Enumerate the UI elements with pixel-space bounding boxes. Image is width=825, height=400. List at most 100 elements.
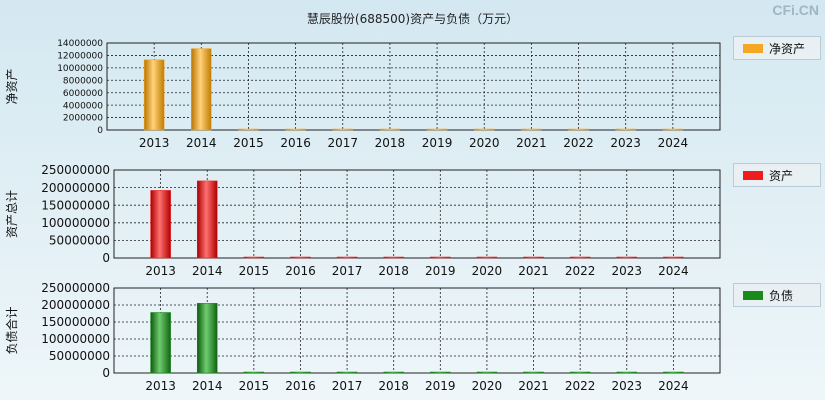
x-tick-label: 2017 — [332, 264, 363, 278]
x-tick-label: 2023 — [610, 136, 641, 150]
x-tick-label: 2014 — [192, 379, 223, 393]
y-tick-label: 50000000 — [49, 349, 110, 363]
y-tick-label: 14000000 — [57, 39, 103, 49]
x-tick-label: 2018 — [378, 264, 409, 278]
y-tick-label: 0 — [102, 251, 110, 265]
bar-2021 — [523, 256, 544, 259]
bar-2013 — [150, 190, 171, 259]
x-tick-label: 2018 — [375, 136, 406, 150]
bar-2016 — [290, 371, 311, 374]
x-tick-label: 2016 — [285, 379, 316, 393]
x-tick-label: 2021 — [516, 136, 547, 150]
y-tick-label: 6000000 — [63, 89, 103, 99]
x-tick-label: 2023 — [611, 264, 642, 278]
x-tick-label: 2022 — [565, 264, 596, 278]
bar-2015 — [243, 256, 265, 259]
y-tick-label: 100000000 — [41, 332, 110, 346]
y-tick-label: 10000000 — [57, 64, 103, 74]
x-tick-label: 2021 — [518, 264, 549, 278]
y-axis-label: 负债合计 — [4, 306, 19, 354]
y-tick-label: 250000000 — [41, 281, 110, 295]
x-tick-label: 2019 — [425, 264, 456, 278]
legend-swatch — [743, 290, 763, 300]
y-tick-label: 200000000 — [41, 181, 110, 195]
y-tick-label: 0 — [97, 126, 103, 136]
bar-2024 — [663, 371, 684, 374]
bar-2018 — [379, 128, 401, 131]
bar-2017 — [336, 371, 358, 374]
bar-2016 — [290, 256, 311, 259]
bar-2015 — [243, 371, 265, 374]
x-tick-label: 2024 — [658, 264, 689, 278]
x-tick-label: 2017 — [332, 379, 363, 393]
bar-2021 — [521, 128, 542, 131]
x-tick-label: 2016 — [285, 264, 316, 278]
bar-2020 — [473, 128, 495, 131]
bar-2014 — [196, 180, 218, 259]
bar-2021 — [523, 371, 544, 374]
bar-2023 — [615, 128, 636, 131]
x-tick-label: 2013 — [145, 264, 176, 278]
x-tick-label: 2024 — [658, 379, 689, 393]
x-tick-label: 2018 — [378, 379, 409, 393]
y-tick-label: 4000000 — [63, 101, 103, 111]
x-tick-label: 2014 — [186, 136, 217, 150]
y-tick-label: 250000000 — [41, 163, 110, 177]
x-tick-label: 2021 — [518, 379, 549, 393]
legend-liabilities: 负债 — [733, 283, 821, 307]
chart-panel-0: 0 2000000 4000000 6000000 8000000 10000000 120… — [5, 39, 721, 150]
x-tick-label: 2014 — [192, 264, 223, 278]
y-axis-label: 净资产 — [5, 68, 19, 104]
bar-2014 — [191, 48, 212, 131]
bar-2024 — [663, 256, 684, 259]
legend-swatch — [743, 170, 763, 180]
bar-2020 — [476, 256, 498, 259]
y-tick-label: 150000000 — [41, 198, 110, 212]
legend-assets: 资产 — [733, 163, 821, 187]
y-tick-label: 200000000 — [41, 298, 110, 312]
x-tick-label: 2022 — [563, 136, 594, 150]
page-title: 慧辰股份(688500)资产与负债（万元） — [306, 12, 519, 26]
chart-panel-2: 0 50000000 100000000 150000000 200000000 2500… — [4, 281, 721, 393]
x-tick-label: 2016 — [280, 136, 311, 150]
x-tick-label: 2022 — [565, 379, 596, 393]
watermark-logo: CFi.CN — [772, 2, 819, 18]
legend-label: 净资产 — [769, 41, 806, 56]
plot-area — [113, 287, 721, 374]
x-tick-label: 2020 — [472, 264, 503, 278]
x-tick-label: 2023 — [611, 379, 642, 393]
bar-2013 — [150, 312, 171, 374]
bar-2024 — [662, 128, 684, 131]
bar-2016 — [285, 128, 306, 131]
bar-2022 — [569, 371, 591, 374]
y-tick-label: 50000000 — [49, 234, 110, 248]
chart-panel-1: 0 50000000 100000000 150000000 200000000 2500… — [5, 163, 721, 278]
plot-area — [113, 169, 721, 259]
bar-2017 — [336, 256, 358, 259]
bar-2015 — [238, 128, 259, 131]
legend-net-assets: 净资产 — [733, 36, 821, 60]
plot-area — [106, 42, 721, 131]
x-tick-label: 2013 — [145, 379, 176, 393]
bar-2022 — [569, 256, 591, 259]
bar-2014 — [196, 303, 218, 374]
x-tick-label: 2015 — [239, 264, 270, 278]
x-tick-label: 2013 — [139, 136, 170, 150]
y-tick-label: 2000000 — [63, 114, 103, 124]
legend-label: 资产 — [769, 168, 794, 183]
bar-2017 — [332, 128, 354, 131]
x-tick-label: 2024 — [658, 136, 689, 150]
bar-2023 — [616, 371, 638, 374]
legend-label: 负债 — [769, 288, 794, 303]
legend-swatch — [743, 43, 763, 53]
bar-2022 — [568, 128, 589, 131]
x-tick-label: 2017 — [327, 136, 358, 150]
y-axis-label: 资产总计 — [5, 190, 19, 238]
y-tick-label: 12000000 — [57, 52, 103, 62]
x-tick-label: 2020 — [472, 379, 503, 393]
bar-2013 — [143, 59, 165, 131]
bar-2018 — [383, 371, 404, 374]
x-tick-label: 2019 — [425, 379, 456, 393]
y-tick-label: 150000000 — [41, 315, 110, 329]
